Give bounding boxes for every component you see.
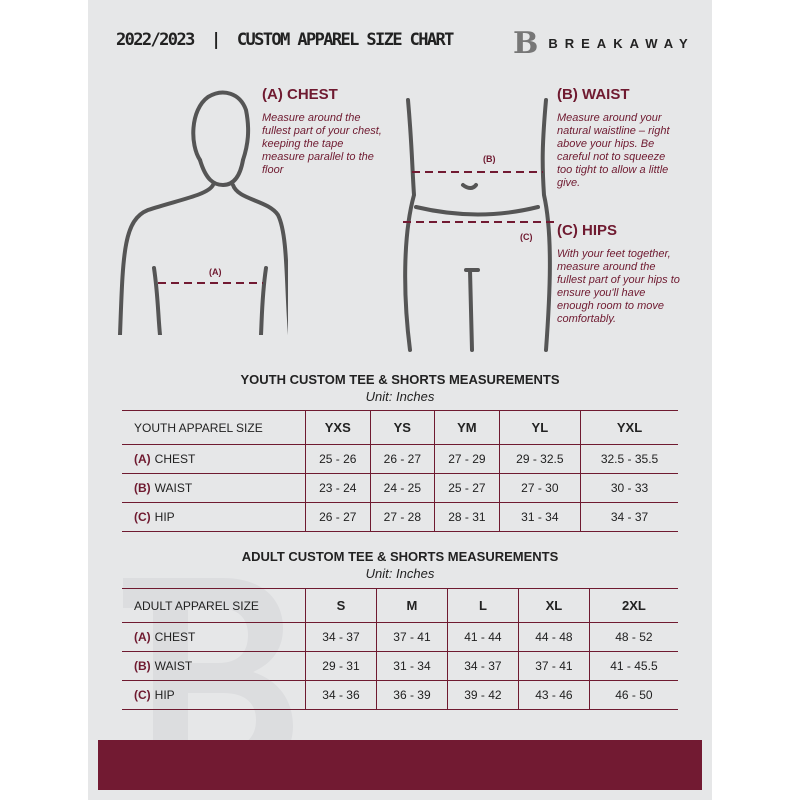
chest-description: Measure around the fullest part of your …: [262, 112, 382, 176]
cell: 36 - 39: [375, 680, 448, 710]
cell: 29 - 32.5: [498, 444, 581, 474]
row-label: (B) WAIST: [122, 473, 306, 503]
row-name: CHEST: [154, 452, 196, 466]
cell: 34 - 37: [580, 502, 678, 532]
cell: 32.5 - 35.5: [580, 444, 678, 474]
row-label: (A) CHEST: [122, 622, 306, 652]
waist-marker: (B): [483, 154, 496, 164]
size-header: XL: [517, 588, 590, 623]
cell: 28 - 31: [434, 502, 500, 532]
cell: 26 - 27: [369, 444, 435, 474]
cell: 37 - 41: [517, 651, 590, 681]
table-row: (B) WAIST 23 - 24 24 - 25 25 - 27 27 - 30 30 -…: [122, 473, 678, 503]
cell: 34 - 37: [446, 651, 519, 681]
adult-table-title: ADULT CUSTOM TEE & SHORTS MEASUREMENTS: [241, 549, 559, 564]
row-name: CHEST: [154, 630, 196, 644]
cell: 41 - 45.5: [588, 651, 678, 681]
cell: 37 - 41: [375, 622, 448, 652]
cell: 23 - 24: [305, 473, 371, 503]
size-label: ADULT APPAREL SIZE: [122, 588, 306, 623]
table-header-row: ADULT APPAREL SIZE S M L XL 2XL: [122, 588, 678, 623]
size-header: YL: [498, 410, 581, 445]
cell: 34 - 37: [305, 622, 377, 652]
row-letter: (C): [134, 688, 151, 702]
page-title: 2022/2023 | CUSTOM APPAREL SIZE CHART: [116, 30, 454, 50]
row-letter: (C): [134, 510, 151, 524]
size-chart-page: 2022/2023 | CUSTOM APPAREL SIZE CHART B …: [88, 0, 712, 800]
size-header: YM: [434, 410, 500, 445]
cell: 24 - 25: [369, 473, 435, 503]
cell: 25 - 26: [305, 444, 371, 474]
cell: 41 - 44: [446, 622, 519, 652]
cell: 46 - 50: [588, 680, 678, 710]
table-header-row: YOUTH APPAREL SIZE YXS YS YM YL YXL: [122, 410, 678, 445]
hips-title: (C) HIPS: [557, 222, 617, 239]
table-row: (C) HIP 26 - 27 27 - 28 28 - 31 31 - 34 34 - 3…: [122, 502, 678, 532]
cell: 30 - 33: [580, 473, 678, 503]
cell: 27 - 30: [498, 473, 581, 503]
waist-title: (B) WAIST: [557, 86, 630, 103]
table-row: (A) CHEST 34 - 37 37 - 41 41 - 44 44 - 48 48 -…: [122, 622, 678, 652]
row-label: (C) HIP: [122, 680, 306, 710]
cell: 29 - 31: [305, 651, 377, 681]
cell: 25 - 27: [434, 473, 500, 503]
upper-body-figure: [118, 90, 288, 335]
row-name: WAIST: [154, 481, 193, 495]
chest-title: (A) CHEST: [262, 86, 338, 103]
row-label: (C) HIP: [122, 502, 306, 532]
footer-band: [98, 740, 702, 790]
size-header: 2XL: [588, 588, 678, 623]
row-letter: (A): [134, 452, 151, 466]
hips-marker: (C): [520, 232, 533, 242]
cell: 27 - 28: [369, 502, 435, 532]
size-header: M: [375, 588, 448, 623]
table-row: (B) WAIST 29 - 31 31 - 34 34 - 37 37 - 41 41 -…: [122, 651, 678, 681]
adult-unit: Unit: Inches: [365, 566, 435, 581]
row-letter: (A): [134, 630, 151, 644]
lower-body-figure: [403, 98, 554, 352]
cell: 39 - 42: [446, 680, 519, 710]
brand-logo: B BREAKAWAY: [513, 26, 695, 61]
row-letter: (B): [134, 481, 151, 495]
waist-description: Measure around your natural waistline – …: [557, 112, 670, 189]
cell: 43 - 46: [517, 680, 590, 710]
youth-table-title: YOUTH CUSTOM TEE & SHORTS MEASUREMENTS: [240, 372, 560, 387]
cell: 31 - 34: [498, 502, 581, 532]
cell: 34 - 36: [305, 680, 377, 710]
size-header: L: [446, 588, 519, 623]
youth-unit: Unit: Inches: [365, 389, 435, 404]
table-row: (A) CHEST 25 - 26 26 - 27 27 - 29 29 - 32.5 32…: [122, 444, 678, 474]
chest-marker: (A): [209, 267, 222, 277]
cell: 48 - 52: [588, 622, 678, 652]
hips-description: With your feet together, measure around …: [557, 248, 680, 325]
size-header: YXL: [580, 410, 678, 445]
size-header: YS: [369, 410, 435, 445]
row-label: (A) CHEST: [122, 444, 306, 474]
row-label: (B) WAIST: [122, 651, 306, 681]
size-label: YOUTH APPAREL SIZE: [122, 410, 306, 445]
brand-name: BREAKAWAY: [548, 36, 695, 51]
cell: 27 - 29: [434, 444, 500, 474]
adult-size-table: ADULT APPAREL SIZE S M L XL 2XL (A) CHEST…: [122, 588, 678, 710]
size-header: YXS: [305, 410, 371, 445]
logo-icon: B: [513, 26, 539, 61]
table-row: (C) HIP 34 - 36 36 - 39 39 - 42 43 - 46 46 - 5…: [122, 680, 678, 710]
size-header: S: [305, 588, 377, 623]
cell: 31 - 34: [375, 651, 448, 681]
row-name: HIP: [154, 510, 175, 524]
cell: 44 - 48: [517, 622, 590, 652]
youth-size-table: YOUTH APPAREL SIZE YXS YS YM YL YXL (A) C…: [122, 410, 678, 532]
row-name: HIP: [154, 688, 175, 702]
row-name: WAIST: [154, 659, 193, 673]
cell: 26 - 27: [305, 502, 371, 532]
row-letter: (B): [134, 659, 151, 673]
